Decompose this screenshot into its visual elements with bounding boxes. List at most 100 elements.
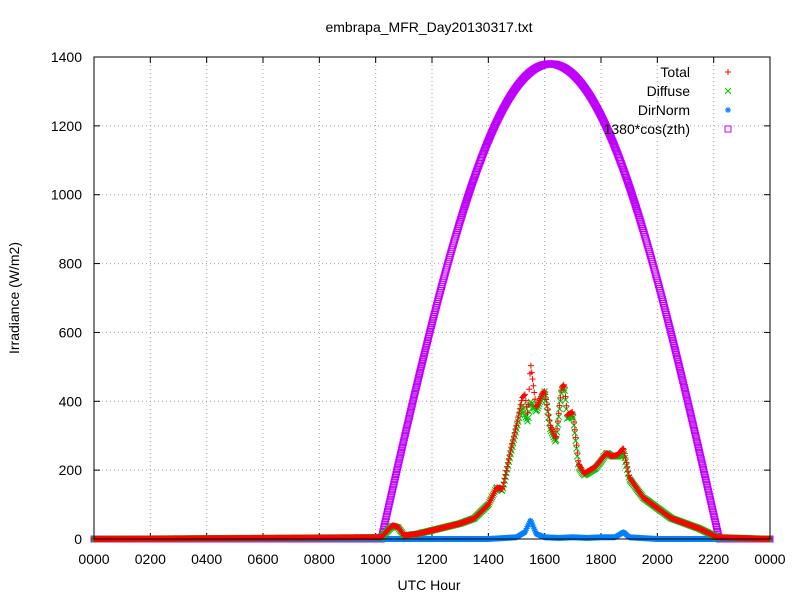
data-point [382, 513, 390, 521]
data-point [408, 402, 416, 410]
data-point [403, 424, 411, 432]
data-point [459, 208, 467, 216]
data-point [429, 317, 437, 325]
data-point [408, 400, 416, 408]
data-point [696, 448, 704, 456]
data-point [426, 328, 434, 336]
data-point [671, 346, 679, 354]
data-point [563, 402, 570, 409]
legend-label: 1380*cos(zth) [604, 121, 690, 137]
data-point [687, 412, 695, 420]
data-point [409, 395, 417, 403]
data-point [706, 493, 714, 501]
data-point [430, 313, 438, 321]
data-point [709, 508, 717, 516]
data-point [672, 349, 680, 357]
data-point [632, 204, 640, 212]
data-point [429, 315, 437, 323]
y-axis-label: Irradiance (W/m2) [6, 242, 22, 354]
data-point [387, 490, 395, 498]
data-point [461, 201, 469, 209]
data-point [415, 372, 423, 380]
data-point [691, 427, 699, 435]
data-point [670, 339, 678, 347]
data-point [424, 335, 432, 343]
x-tick-label: 1400 [473, 551, 504, 567]
data-point [675, 362, 683, 370]
data-point [674, 358, 682, 366]
data-point [668, 333, 676, 341]
data-point [397, 448, 405, 456]
x-tick-label: 1000 [360, 551, 391, 567]
data-point [690, 424, 698, 432]
data-point [707, 500, 715, 508]
data-point [712, 523, 720, 531]
data-point [391, 475, 399, 483]
data-point [398, 444, 406, 452]
x-tick-label: 1200 [416, 551, 447, 567]
data-point [423, 337, 431, 345]
data-point [688, 414, 696, 422]
data-point [573, 445, 580, 452]
data-point [665, 322, 673, 330]
data-point [562, 396, 569, 404]
data-point [669, 337, 677, 345]
x-tick-label: 0800 [304, 551, 335, 567]
data-point [529, 376, 536, 383]
data-point [681, 386, 689, 394]
data-point [554, 418, 561, 425]
data-point [407, 405, 415, 413]
data-point [666, 324, 674, 332]
data-point [710, 513, 718, 521]
data-point [426, 326, 434, 334]
x-tick-label: 1800 [585, 551, 616, 567]
data-point [406, 410, 414, 418]
data-point [700, 466, 708, 474]
data-point [400, 434, 408, 442]
data-point [662, 310, 670, 318]
data-point [384, 505, 392, 513]
data-point [393, 466, 401, 474]
data-point [430, 310, 438, 318]
data-point [458, 212, 466, 220]
data-point [695, 446, 703, 454]
legend: Total Diffuse DirNorm 1380*cos(zth) [604, 64, 732, 137]
data-point [527, 362, 534, 369]
data-point [411, 388, 419, 396]
data-point [554, 421, 562, 428]
data-point [421, 349, 429, 357]
data-point [413, 379, 421, 387]
data-point [457, 215, 465, 223]
data-point [402, 429, 410, 437]
data-point [707, 498, 715, 506]
data-point [405, 414, 413, 422]
data-point [694, 441, 702, 449]
data-point [670, 342, 678, 350]
data-point [700, 468, 708, 476]
legend-label: Total [660, 64, 690, 80]
data-point [669, 335, 677, 343]
data-point [526, 386, 533, 393]
data-point [407, 407, 415, 415]
data-point [572, 437, 580, 445]
data-point [398, 446, 406, 454]
grid-lines [94, 57, 770, 539]
data-point [460, 206, 468, 214]
data-point [395, 458, 403, 466]
legend-label: Diffuse [647, 83, 691, 99]
data-point [425, 333, 433, 341]
data-point [428, 319, 436, 327]
data-point [712, 520, 720, 528]
data-point [402, 427, 410, 435]
data-point [571, 429, 579, 437]
data-point [422, 344, 430, 352]
data-point [395, 456, 403, 464]
data-point [412, 383, 420, 391]
data-point [705, 490, 713, 498]
data-point [556, 402, 563, 409]
data-point [632, 203, 640, 211]
x-axis-label: UTC Hour [397, 577, 460, 593]
data-point [622, 462, 630, 470]
data-point [682, 391, 690, 399]
data-point [431, 308, 439, 316]
